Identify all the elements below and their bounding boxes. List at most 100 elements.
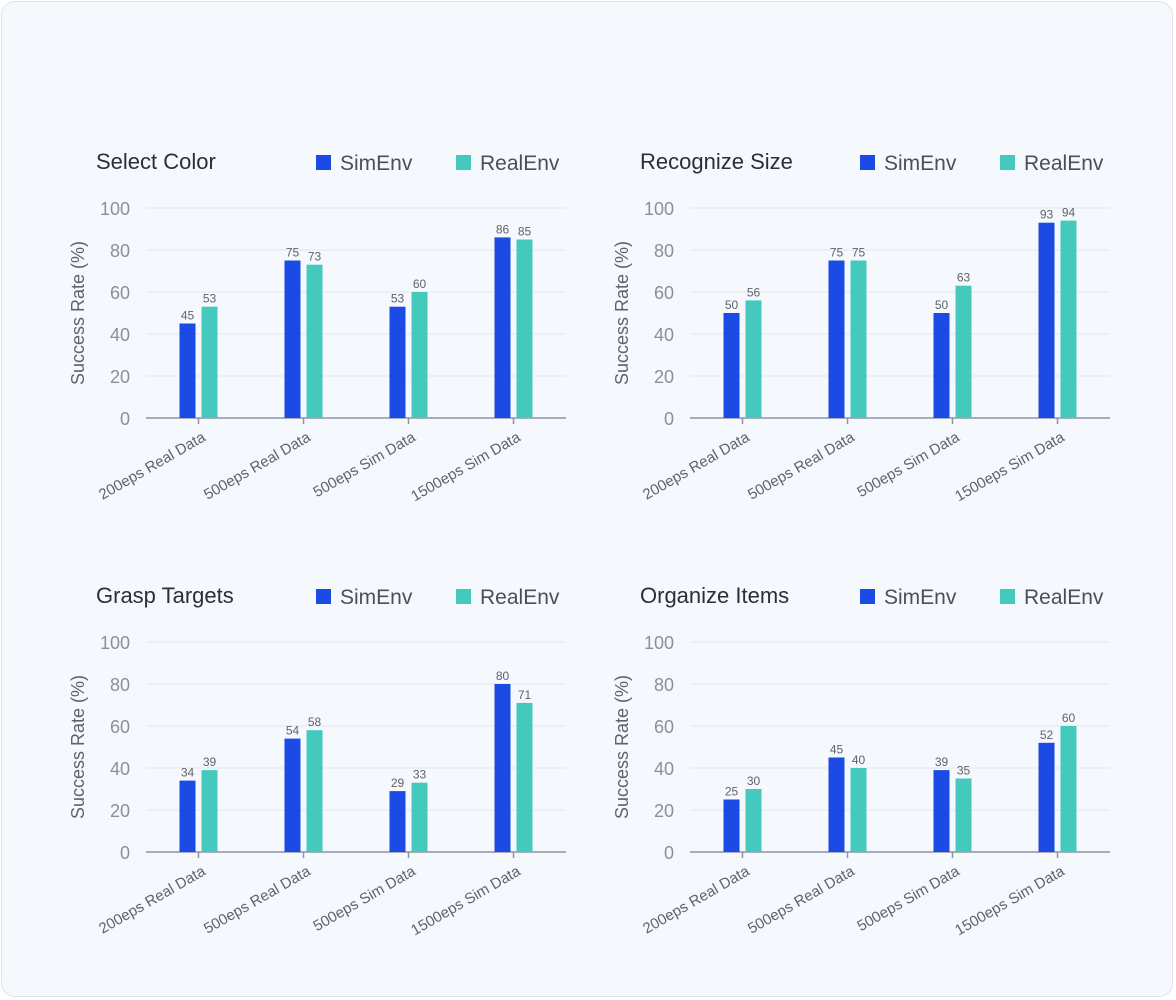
y-tick-label: 0: [664, 409, 674, 429]
y-tick-label: 60: [110, 283, 130, 303]
x-tick-label: 200eps Real Data: [640, 862, 753, 937]
legend-swatch-realenv: [456, 155, 471, 170]
chart-title: Grasp Targets: [96, 583, 234, 608]
bar-simenv: [723, 313, 740, 418]
x-tick-label: 1500eps Sim Data: [952, 862, 1068, 939]
data-label: 56: [747, 285, 761, 299]
y-tick-label: 0: [120, 843, 130, 863]
legend-swatch-simenv: [316, 155, 331, 170]
data-label: 35: [957, 764, 971, 778]
data-label: 53: [203, 292, 217, 306]
data-label: 39: [935, 755, 949, 769]
data-label: 45: [181, 309, 195, 323]
bar-realenv: [411, 782, 428, 852]
chart-select-color: Select Color SimEnv RealEnv 0 20 40 60 80 100 Suc…: [68, 149, 566, 505]
y-tick-label: 20: [110, 367, 130, 387]
legend-swatch-realenv: [1000, 589, 1015, 604]
y-axis-label: Success Rate (%): [612, 241, 632, 385]
data-label: 34: [181, 766, 195, 780]
chart-title: Recognize Size: [640, 149, 793, 174]
bar-realenv: [850, 260, 867, 418]
y-tick-label: 80: [654, 241, 674, 261]
y-tick-label: 60: [110, 717, 130, 737]
y-tick-label: 80: [110, 675, 130, 695]
bar-realenv: [306, 730, 323, 852]
bar-simenv: [179, 780, 196, 852]
bar-simenv: [494, 684, 511, 852]
x-tick-label: 200eps Real Data: [96, 428, 209, 503]
data-label: 54: [286, 724, 300, 738]
data-label: 94: [1062, 206, 1076, 220]
bar-simenv: [828, 260, 845, 418]
chart-recognize-size: Recognize Size SimEnv RealEnv 0 20 40 60 80 100 S…: [612, 149, 1110, 505]
y-tick-label: 100: [100, 633, 130, 653]
bar-realenv: [201, 770, 218, 852]
legend-swatch-realenv: [1000, 155, 1015, 170]
bar-realenv: [306, 264, 323, 418]
y-tick-label: 0: [120, 409, 130, 429]
x-tick-label: 500eps Sim Data: [310, 862, 419, 935]
y-tick-label: 100: [644, 199, 674, 219]
x-tick-label: 500eps Real Data: [201, 862, 314, 937]
legend-swatch-realenv: [456, 589, 471, 604]
legend-swatch-simenv: [860, 155, 875, 170]
legend-label-realenv: RealEnv: [480, 586, 560, 609]
x-tick-label: 500eps Sim Data: [310, 428, 419, 501]
bar-simenv: [284, 738, 301, 852]
x-tick-label: 200eps Real Data: [96, 862, 209, 937]
x-tick-label: 500eps Real Data: [745, 428, 858, 503]
bar-realenv: [955, 778, 972, 852]
legend-label-realenv: RealEnv: [1024, 152, 1104, 175]
chart-grasp-targets: Grasp Targets SimEnv RealEnv 0 20 40 60 80 100 Su…: [68, 583, 566, 939]
data-label: 60: [413, 277, 427, 291]
bar-realenv: [516, 702, 533, 852]
data-label: 63: [957, 271, 971, 285]
data-label: 50: [935, 298, 949, 312]
data-label: 50: [725, 298, 739, 312]
bar-realenv: [1060, 726, 1077, 852]
data-label: 53: [391, 292, 405, 306]
data-label: 29: [391, 776, 405, 790]
data-label: 52: [1040, 728, 1054, 742]
bar-simenv: [1038, 742, 1055, 852]
bar-simenv: [933, 313, 950, 418]
chart-organize-items: Organize Items SimEnv RealEnv 0 20 40 60 80 100 S…: [612, 583, 1110, 939]
data-label: 25: [725, 785, 739, 799]
y-axis-label: Success Rate (%): [68, 241, 88, 385]
y-axis-label: Success Rate (%): [68, 675, 88, 819]
y-axis-label: Success Rate (%): [612, 675, 632, 819]
bar-realenv: [850, 768, 867, 852]
y-tick-label: 40: [110, 759, 130, 779]
legend-label-simenv: SimEnv: [884, 586, 957, 609]
legend-label-simenv: SimEnv: [340, 586, 413, 609]
y-tick-label: 60: [654, 717, 674, 737]
data-label: 75: [286, 246, 300, 260]
y-tick-label: 80: [654, 675, 674, 695]
data-label: 45: [830, 743, 844, 757]
legend-swatch-simenv: [860, 589, 875, 604]
bar-realenv: [1060, 220, 1077, 418]
chart-title: Organize Items: [640, 583, 789, 608]
data-label: 71: [518, 688, 532, 702]
y-tick-label: 20: [110, 801, 130, 821]
legend-swatch-simenv: [316, 589, 331, 604]
bar-realenv: [201, 306, 218, 418]
y-tick-label: 60: [654, 283, 674, 303]
y-tick-label: 80: [110, 241, 130, 261]
bar-simenv: [723, 799, 740, 852]
x-tick-label: 1500eps Sim Data: [408, 428, 524, 505]
bar-realenv: [955, 285, 972, 418]
x-tick-label: 1500eps Sim Data: [408, 862, 524, 939]
legend-label-simenv: SimEnv: [884, 152, 957, 175]
data-label: 86: [496, 222, 510, 236]
bar-simenv: [389, 306, 406, 418]
x-tick-label: 200eps Real Data: [640, 428, 753, 503]
bar-realenv: [516, 239, 533, 418]
x-tick-label: 500eps Sim Data: [854, 428, 963, 501]
data-label: 30: [747, 774, 761, 788]
data-label: 75: [852, 246, 866, 260]
legend-label-simenv: SimEnv: [340, 152, 413, 175]
y-tick-label: 20: [654, 367, 674, 387]
y-tick-label: 100: [100, 199, 130, 219]
